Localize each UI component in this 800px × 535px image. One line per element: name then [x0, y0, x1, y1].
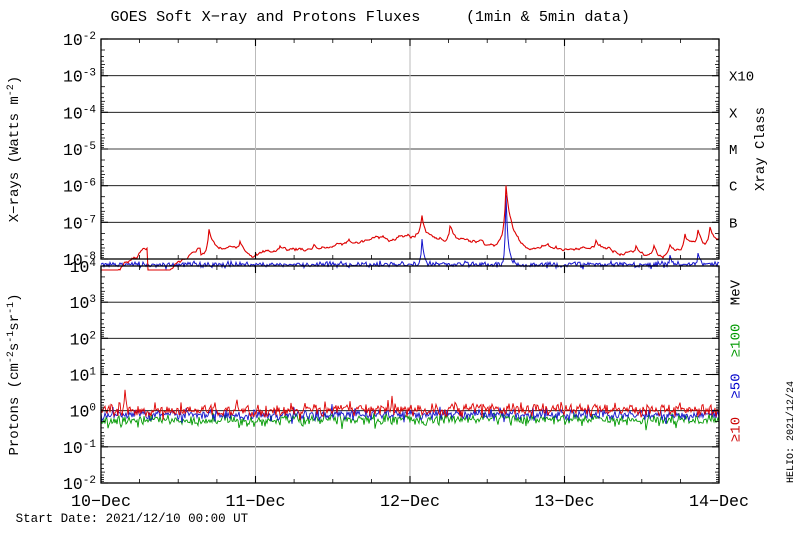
- svg-text:GOES Soft X−ray and Protons Fl: GOES Soft X−ray and Protons Fluxes (1min…: [111, 8, 631, 26]
- svg-text:12−Dec: 12−Dec: [380, 493, 440, 512]
- svg-text:≥10: ≥10: [728, 417, 744, 442]
- svg-text:HELIO: 2021/12/24: HELIO: 2021/12/24: [785, 381, 797, 483]
- svg-text:≥100: ≥100: [728, 324, 744, 358]
- svg-text:X−rays (Watts m-2): X−rays (Watts m-2): [6, 76, 24, 222]
- svg-text:Start Date: 2021/12/10 00:00 U: Start Date: 2021/12/10 00:00 UT: [16, 512, 249, 526]
- svg-text:X: X: [729, 106, 738, 122]
- svg-text:13−Dec: 13−Dec: [534, 493, 594, 512]
- svg-text:M: M: [729, 143, 737, 159]
- svg-text:10−Dec: 10−Dec: [71, 493, 131, 512]
- svg-text:C: C: [729, 180, 737, 196]
- svg-text:X10: X10: [729, 70, 754, 86]
- svg-text:11−Dec: 11−Dec: [225, 493, 285, 512]
- svg-text:Xray Class: Xray Class: [753, 107, 769, 191]
- svg-text:B: B: [729, 216, 737, 232]
- svg-text:MeV: MeV: [728, 279, 744, 305]
- svg-text:14−Dec: 14−Dec: [689, 493, 749, 512]
- svg-text:Protons (cm-2s-1sr-1): Protons (cm-2s-1sr-1): [6, 293, 24, 455]
- svg-text:≥50: ≥50: [728, 373, 744, 398]
